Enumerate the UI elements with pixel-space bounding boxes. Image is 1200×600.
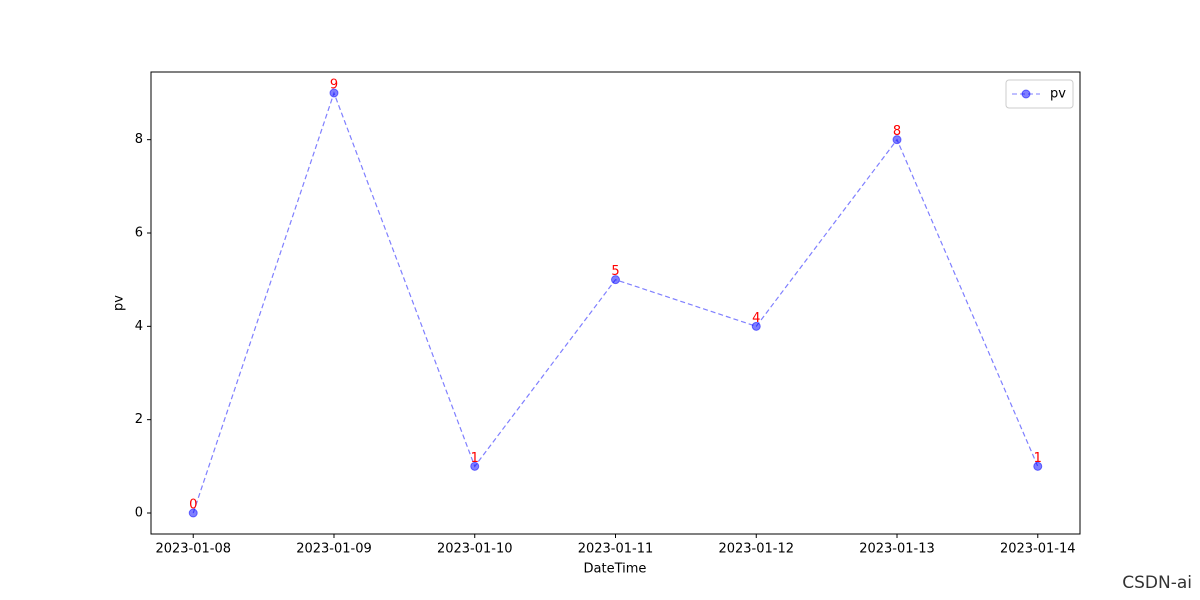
y-axis-label: pv xyxy=(112,295,127,311)
point xyxy=(329,88,339,98)
y-tick-label: 2 xyxy=(135,412,143,427)
data-label: 4 xyxy=(752,311,760,326)
y-tick-label: 0 xyxy=(135,506,143,521)
x-tick-label: 2023-01-13 xyxy=(859,542,935,557)
point xyxy=(1033,461,1043,471)
watermark: CSDN-ai xyxy=(1122,573,1192,593)
data-label: 5 xyxy=(611,264,619,279)
point xyxy=(751,321,761,331)
x-tick-label: 2023-01-11 xyxy=(578,542,654,557)
point xyxy=(188,508,198,518)
legend-label: pv xyxy=(1050,87,1066,102)
data-label: 9 xyxy=(330,78,338,93)
point xyxy=(470,461,480,471)
data-label: 1 xyxy=(1034,451,1042,466)
data-label: 1 xyxy=(471,451,479,466)
point xyxy=(611,275,620,285)
data-label: 8 xyxy=(893,124,901,139)
series-line xyxy=(192,91,1039,514)
x-axis-label: DateTime xyxy=(584,562,647,577)
x-tick-label: 2023-01-14 xyxy=(1000,542,1076,557)
x-tick-label: 2023-01-10 xyxy=(437,542,513,557)
data-label: 0 xyxy=(189,498,197,513)
plot-frame xyxy=(150,71,1081,535)
y-tick-label: 6 xyxy=(135,226,143,241)
y-tick-label: 4 xyxy=(135,319,143,334)
x-tick-label: 2023-01-09 xyxy=(296,542,372,557)
point xyxy=(892,135,902,145)
legend-marker xyxy=(1021,89,1031,99)
y-tick-label: 8 xyxy=(135,132,143,147)
x-tick-label: 2023-01-08 xyxy=(155,542,231,557)
x-tick-label: 2023-01-12 xyxy=(718,542,794,557)
